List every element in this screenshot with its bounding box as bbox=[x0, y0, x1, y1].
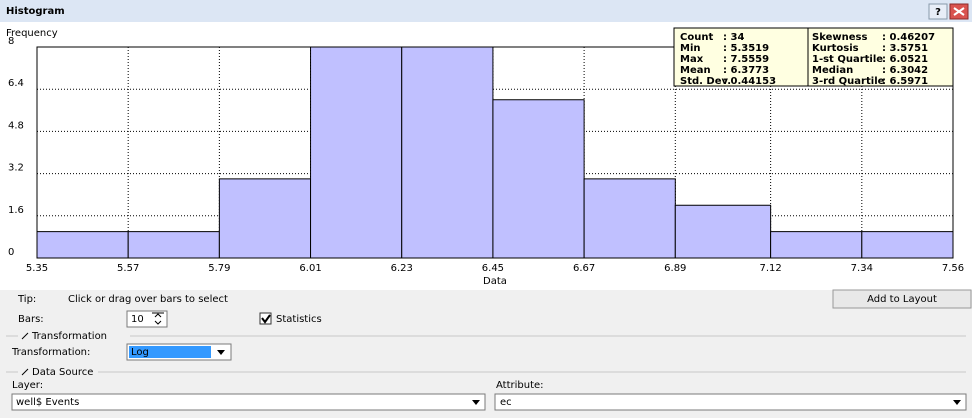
bar[interactable] bbox=[492, 99, 585, 259]
tip-label: Tip: bbox=[17, 294, 36, 305]
statistic-text: : 0.44153 bbox=[723, 76, 776, 87]
bar[interactable] bbox=[218, 178, 312, 259]
transformation-group-title: Transformation bbox=[31, 331, 107, 342]
layer-value: well$ Events bbox=[16, 397, 79, 408]
y-tick-label: 4.8 bbox=[8, 120, 24, 131]
x-tick-label: 7.34 bbox=[851, 263, 873, 274]
bar[interactable] bbox=[770, 231, 863, 259]
layer-dropdown[interactable] bbox=[11, 393, 486, 411]
group-icon bbox=[21, 332, 29, 340]
y-axis-label: Frequency bbox=[6, 28, 58, 39]
dropdown-arrow bbox=[953, 400, 961, 405]
x-tick-label: 5.57 bbox=[117, 263, 139, 274]
y-tick-label: 3.2 bbox=[8, 163, 24, 174]
title-bar bbox=[0, 0, 972, 22]
close-icon bbox=[953, 7, 965, 16]
statistic-text: 3-rd Quartile bbox=[812, 76, 885, 87]
layer-label: Layer: bbox=[12, 380, 43, 391]
statistics-checkbox-label: Statistics bbox=[276, 314, 322, 325]
help-button[interactable] bbox=[928, 3, 948, 20]
dropdown-selection bbox=[129, 346, 211, 358]
x-tick-label: 5.35 bbox=[26, 263, 48, 274]
x-axis-label: Data bbox=[483, 276, 507, 287]
statistic-text: : 3.5751 bbox=[882, 43, 928, 54]
bar[interactable] bbox=[36, 231, 129, 259]
attribute-value: ec bbox=[500, 397, 512, 408]
statistic-text: : 6.5971 bbox=[882, 76, 928, 87]
statistic-text: Mean bbox=[680, 65, 711, 76]
statistic-text: : 6.3042 bbox=[882, 65, 928, 76]
statistic-text: : 6.3773 bbox=[723, 65, 769, 76]
x-tick-label: 6.67 bbox=[573, 263, 595, 274]
dropdown-arrow bbox=[472, 400, 480, 405]
bars-label: Bars: bbox=[18, 314, 44, 325]
group-icon bbox=[21, 368, 29, 376]
window-title: Histogram bbox=[6, 6, 65, 17]
x-tick-label: 6.23 bbox=[391, 263, 413, 274]
add-button-label: Add to Layout bbox=[867, 294, 937, 305]
transformation-value: Log bbox=[131, 347, 149, 358]
statistics-checkbox[interactable] bbox=[259, 312, 272, 325]
statistics-box bbox=[673, 27, 954, 87]
bar[interactable] bbox=[127, 231, 220, 259]
statistic-text: Median bbox=[812, 65, 853, 76]
statistic-text: : 5.3519 bbox=[723, 43, 769, 54]
bar[interactable] bbox=[583, 178, 676, 259]
x-tick-label: 6.01 bbox=[299, 263, 321, 274]
statistic-text: Skewness bbox=[812, 32, 867, 43]
bar[interactable] bbox=[674, 204, 772, 259]
y-tick-label: 8 bbox=[8, 36, 14, 47]
x-tick-label: 6.45 bbox=[482, 263, 504, 274]
statistic-text: Std. Dev. bbox=[680, 76, 731, 87]
y-tick-label: 1.6 bbox=[8, 205, 24, 216]
data-source-group-title: Data Source bbox=[32, 367, 93, 378]
dropdown-arrow bbox=[217, 350, 225, 355]
plot-frame bbox=[36, 46, 954, 259]
add-button[interactable] bbox=[832, 289, 972, 309]
statistic-text: : 0.46207 bbox=[882, 32, 935, 43]
x-tick-label: 7.56 bbox=[942, 263, 964, 274]
y-tick-label: 6.4 bbox=[8, 78, 24, 89]
check-mark bbox=[261, 314, 271, 324]
bar[interactable] bbox=[861, 231, 954, 259]
statistic-text: Kurtosis bbox=[812, 43, 859, 54]
tip-text: Click or drag over bars to select bbox=[68, 294, 228, 305]
attribute-dropdown[interactable] bbox=[494, 393, 967, 411]
x-tick-label: 5.79 bbox=[208, 263, 230, 274]
spinner-arrows bbox=[152, 312, 164, 325]
bar[interactable] bbox=[401, 46, 494, 259]
statistic-text: Min bbox=[680, 43, 701, 54]
statistic-text: Count bbox=[680, 32, 713, 43]
x-tick-label: 6.89 bbox=[664, 263, 686, 274]
x-tick-label: 7.12 bbox=[759, 263, 781, 274]
statistic-text: : 7.5559 bbox=[723, 54, 769, 65]
statistic-text: Max bbox=[680, 54, 704, 65]
group-title-bg bbox=[18, 330, 130, 342]
bar[interactable] bbox=[310, 46, 403, 259]
bars-value: 10 bbox=[131, 314, 144, 325]
statistic-text: : 34 bbox=[723, 32, 744, 43]
statistic-text: : 6.0521 bbox=[882, 54, 928, 65]
transformation-label: Transformation: bbox=[11, 347, 90, 358]
attribute-label: Attribute: bbox=[496, 380, 544, 391]
statistic-text: 1-st Quartile bbox=[812, 54, 883, 65]
group-title-bg bbox=[18, 366, 98, 378]
help-label: ? bbox=[935, 7, 941, 18]
y-tick-label: 0 bbox=[8, 247, 14, 258]
